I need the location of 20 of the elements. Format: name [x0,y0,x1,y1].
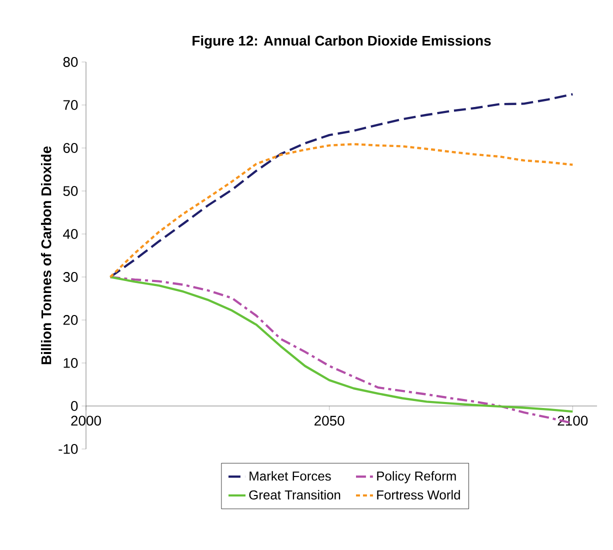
y-tick-label: 30 [63,272,78,282]
x-tick-label: 2100 [558,416,588,426]
y-tick-label: 20 [63,315,78,325]
y-tick-label: 80 [63,57,78,67]
legend-label: Policy Reform [377,471,456,484]
y-tick-label: 0 [71,401,78,411]
y-tick-label: 70 [63,100,78,110]
x-tick-label: 2050 [314,416,344,426]
y-tick-label: 40 [63,229,78,239]
chart-title: Figure 12: Annual Carbon Dioxide Emissions [192,35,491,49]
y-tick-label: -10 [58,444,78,454]
y-axis-title: Billion Tonnes of Carbon Dioxide [40,146,52,364]
y-tick-label: 10 [64,358,78,368]
y-tick-label: 50 [63,186,78,196]
y-tick-label: 60 [63,143,78,153]
x-tick-label: 2000 [71,416,101,426]
legend-label: Great Transition [249,490,340,500]
line-series [109,143,574,278]
legend-label: Market Forces [250,471,331,481]
legend-label: Fortress World [377,490,460,500]
